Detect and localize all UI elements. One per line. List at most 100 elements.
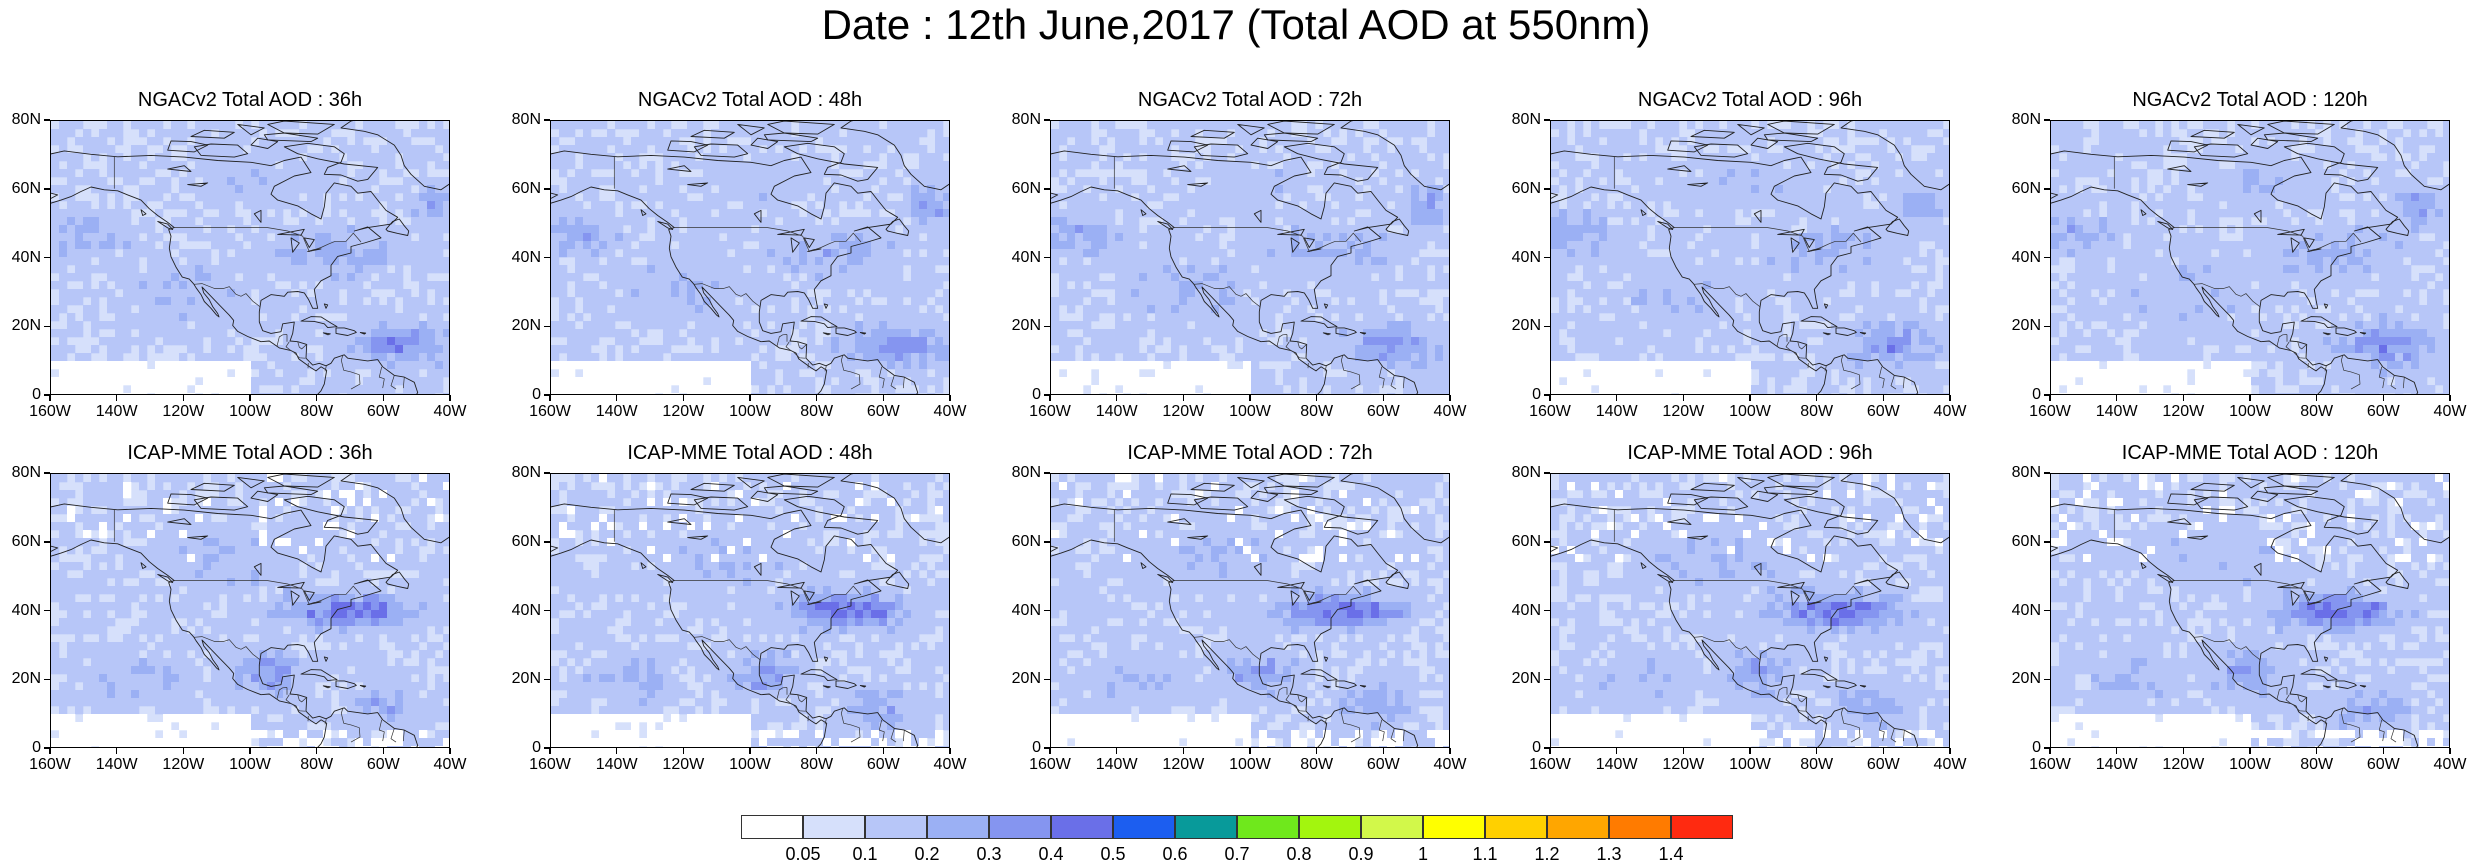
lat-tick <box>1044 679 1050 681</box>
colorbar-label: 0.8 <box>1269 844 1329 864</box>
lat-label: 60N <box>512 180 541 198</box>
colorbar-label: 1.2 <box>1517 844 1577 864</box>
lon-label: 160W <box>2025 403 2075 421</box>
lon-label: 140W <box>1592 756 1642 774</box>
lat-label: 20N <box>512 670 541 688</box>
lon-label: 40W <box>1925 403 1975 421</box>
lon-label: 120W <box>1658 403 1708 421</box>
lat-label: 60N <box>2012 533 2041 551</box>
lat-tick <box>1044 610 1050 612</box>
lat-label: 60N <box>12 180 41 198</box>
lon-tick <box>549 395 551 401</box>
colorbar-swatch <box>1237 815 1299 839</box>
lon-label: 80W <box>2292 403 2342 421</box>
colorbar-label: 0.3 <box>959 844 1019 864</box>
lon-tick <box>2183 395 2185 401</box>
lon-tick <box>1049 395 1051 401</box>
lon-label: 60W <box>858 756 908 774</box>
lat-label: 20N <box>1012 317 1041 335</box>
lat-tick <box>2044 610 2050 612</box>
colorbar-swatch <box>1671 815 1733 839</box>
lon-tick <box>2049 395 2051 401</box>
lat-tick <box>2044 257 2050 259</box>
lon-label: 160W <box>1525 756 1575 774</box>
lon-label: 160W <box>1525 403 1575 421</box>
lat-tick <box>44 326 50 328</box>
colorbar-label: 0.6 <box>1145 844 1205 864</box>
lon-tick <box>1316 395 1318 401</box>
panel-title: ICAP-MME Total AOD : 120h <box>2050 441 2450 465</box>
colorbar-swatch <box>1299 815 1361 839</box>
lat-tick <box>1044 119 1050 121</box>
colorbar-label: 1.1 <box>1455 844 1515 864</box>
panel-title: ICAP-MME Total AOD : 96h <box>1550 441 1950 465</box>
lon-label: 80W <box>1292 403 1342 421</box>
colorbar-swatch <box>989 815 1051 839</box>
lon-tick <box>949 395 951 401</box>
lon-tick <box>816 748 818 754</box>
lon-label: 60W <box>1858 403 1908 421</box>
colorbar-swatch <box>741 815 803 839</box>
lon-tick <box>1549 748 1551 754</box>
aod-map <box>550 473 950 748</box>
lon-tick <box>1316 748 1318 754</box>
lon-tick <box>2383 395 2385 401</box>
panel-title: NGACv2 Total AOD : 72h <box>1050 88 1450 112</box>
lon-tick <box>1116 748 1118 754</box>
aod-map <box>50 120 450 395</box>
lon-tick <box>383 748 385 754</box>
lat-tick <box>44 119 50 121</box>
colorbar-swatch <box>803 815 865 839</box>
lon-label: 60W <box>1858 756 1908 774</box>
lon-tick <box>549 748 551 754</box>
lon-label: 140W <box>592 403 642 421</box>
lat-tick <box>2044 541 2050 543</box>
lat-label: 0 <box>1032 739 1041 757</box>
lon-tick <box>49 395 51 401</box>
lat-label: 20N <box>2012 317 2041 335</box>
colorbar-label: 0.9 <box>1331 844 1391 864</box>
lat-tick <box>1044 188 1050 190</box>
colorbar-label: 1.3 <box>1579 844 1639 864</box>
lat-tick <box>44 541 50 543</box>
lon-label: 40W <box>1425 756 1475 774</box>
lon-label: 40W <box>1425 403 1475 421</box>
lon-label: 80W <box>1292 756 1342 774</box>
lat-tick <box>544 326 550 328</box>
lon-tick <box>1383 395 1385 401</box>
lat-label: 60N <box>1512 180 1541 198</box>
lon-label: 140W <box>2092 756 2142 774</box>
lon-label: 40W <box>425 756 475 774</box>
lon-label: 100W <box>225 403 275 421</box>
lon-label: 160W <box>525 403 575 421</box>
lat-tick <box>544 541 550 543</box>
lon-label: 140W <box>1092 403 1142 421</box>
lon-tick <box>1116 395 1118 401</box>
colorbar-label: 1.4 <box>1641 844 1701 864</box>
panel-title: ICAP-MME Total AOD : 72h <box>1050 441 1450 465</box>
lon-tick <box>616 748 618 754</box>
lat-label: 40N <box>1012 249 1041 267</box>
lon-tick <box>116 395 118 401</box>
lon-tick <box>1249 748 1251 754</box>
lon-tick <box>1383 748 1385 754</box>
lon-label: 40W <box>2425 756 2472 774</box>
lon-label: 60W <box>358 756 408 774</box>
colorbar-swatch <box>1175 815 1237 839</box>
lon-label: 100W <box>1725 403 1775 421</box>
lat-label: 60N <box>512 533 541 551</box>
lon-label: 100W <box>725 403 775 421</box>
lat-label: 80N <box>2012 111 2041 129</box>
lat-tick <box>544 472 550 474</box>
lon-tick <box>1183 395 1185 401</box>
lat-label: 80N <box>12 464 41 482</box>
lon-label: 160W <box>25 756 75 774</box>
lat-label: 40N <box>1512 602 1541 620</box>
lon-tick <box>749 395 751 401</box>
lat-label: 60N <box>1512 533 1541 551</box>
lon-tick <box>1683 395 1685 401</box>
